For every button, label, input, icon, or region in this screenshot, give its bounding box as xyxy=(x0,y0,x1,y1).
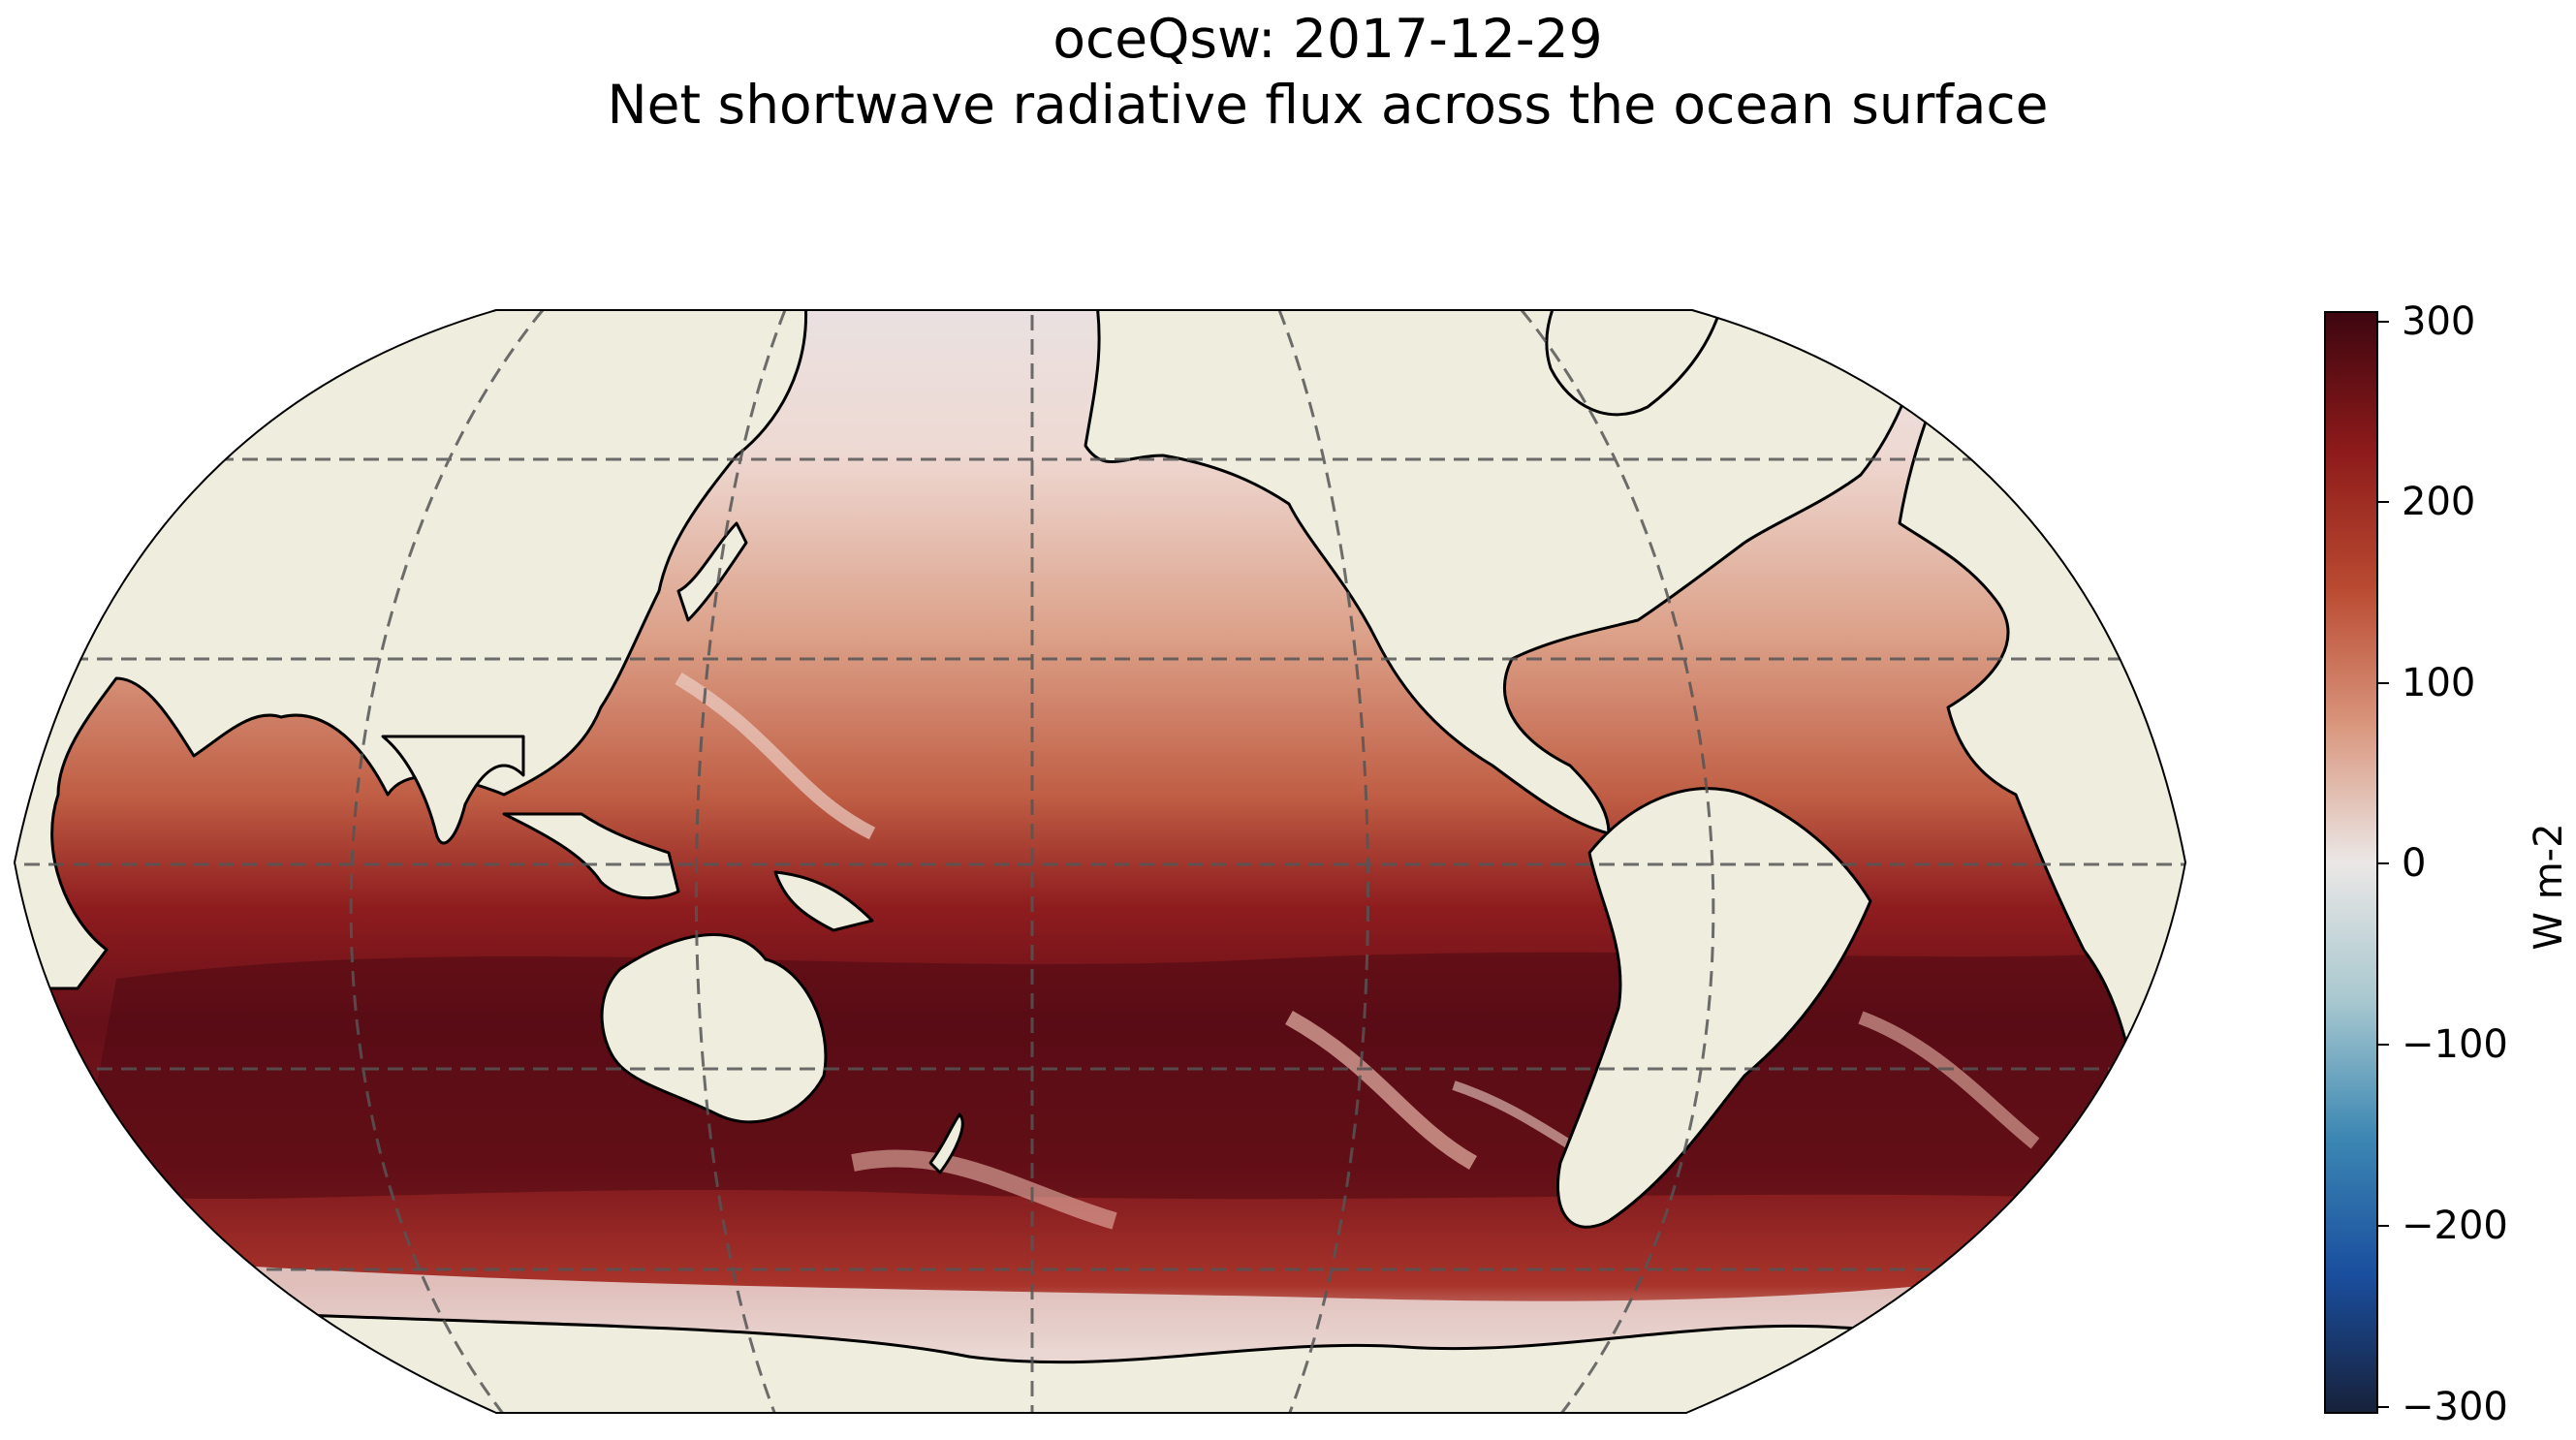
meridian-60e xyxy=(349,310,545,1413)
map-title: oceQsw: 2017-12-29 xyxy=(1052,8,1603,70)
flux-streak xyxy=(1858,1011,2040,1149)
meridian-120e xyxy=(694,310,787,1413)
map-subtitle: Net shortwave radiative flux across the … xyxy=(607,74,2049,136)
colorbar-tick-label: 100 xyxy=(2402,661,2476,705)
flux-streak xyxy=(1285,1011,1477,1170)
colorbar-tick-label: 300 xyxy=(2402,299,2476,344)
map-frame xyxy=(13,309,2187,1414)
colorbar-unit-label: W m-2 xyxy=(2527,823,2571,951)
landmass-greenland xyxy=(1545,310,1727,417)
landmass-maritime-southeast-asia xyxy=(502,812,680,900)
colorbar-tick-label: 0 xyxy=(2402,841,2427,886)
meridian-240e xyxy=(1277,310,1370,1413)
meridian-300e xyxy=(1520,310,1715,1413)
landmass-australia xyxy=(600,933,828,1124)
southern-high-flux-band xyxy=(78,950,2181,1202)
colorbar xyxy=(2324,311,2378,1414)
landmass-indian-subcontinent xyxy=(381,735,525,845)
colorbar-tick-label: −100 xyxy=(2402,1022,2508,1067)
colorbar-ticks xyxy=(2377,321,2389,1408)
flux-streak xyxy=(675,672,876,840)
colorbar-tick-label: 200 xyxy=(2402,480,2476,524)
landmass-new-guinea xyxy=(773,870,874,932)
colorbar-tick-label: −200 xyxy=(2402,1204,2508,1248)
graticule xyxy=(15,310,2185,1413)
landmass-south-america xyxy=(1555,787,1872,1229)
colorbar-tick-label: −300 xyxy=(2402,1385,2508,1429)
flux-streak xyxy=(851,1149,1117,1230)
landmass-japan xyxy=(676,521,748,622)
landmass-new-zealand xyxy=(928,1112,964,1174)
